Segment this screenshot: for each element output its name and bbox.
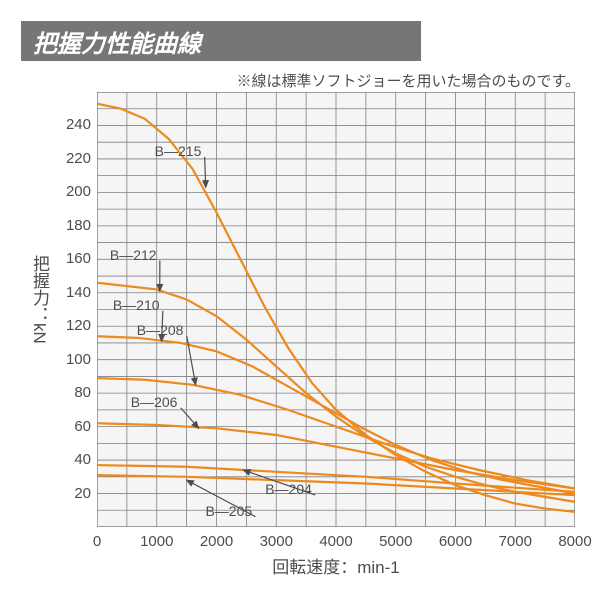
x-tick: 8000 (555, 533, 595, 550)
leader-B-215 (205, 157, 206, 187)
x-tick: 2000 (197, 533, 237, 550)
x-tick: 6000 (436, 533, 476, 550)
y-tick: 160 (57, 250, 91, 267)
x-tick: 1000 (137, 533, 177, 550)
x-tick: 3000 (256, 533, 296, 550)
y-tick: 200 (57, 183, 91, 200)
y-tick: 60 (57, 418, 91, 435)
series-label-B-212: B―212 (110, 247, 157, 263)
x-tick: 7000 (495, 533, 535, 550)
series-label-B-205: B―205 (205, 503, 252, 519)
x-tick: 4000 (316, 533, 356, 550)
series-label-B-208: B―208 (137, 322, 184, 338)
x-axis-label: 回転速度：min-1 (97, 553, 575, 578)
y-tick: 20 (57, 485, 91, 502)
chart-note: ※線は標準ソフトジョーを用いた場合のものです。 (210, 70, 580, 91)
chart-title: 把握力性能曲線 (21, 21, 421, 61)
y-tick: 140 (57, 284, 91, 301)
y-tick: 120 (57, 317, 91, 334)
y-tick: 40 (57, 451, 91, 468)
series-label-B-210: B―210 (113, 297, 160, 313)
x-tick: 0 (77, 533, 117, 550)
series-label-B-204: B―204 (265, 481, 312, 497)
y-tick: 180 (57, 217, 91, 234)
x-tick: 5000 (376, 533, 416, 550)
series-label-B-206: B―206 (131, 394, 178, 410)
leader-B-206 (181, 408, 199, 428)
y-tick: 240 (57, 116, 91, 133)
series-label-B-215: B―215 (155, 143, 202, 159)
y-tick: 100 (57, 351, 91, 368)
y-axis-label: 把握力：kN (27, 255, 52, 344)
y-tick: 80 (57, 384, 91, 401)
y-tick: 220 (57, 150, 91, 167)
